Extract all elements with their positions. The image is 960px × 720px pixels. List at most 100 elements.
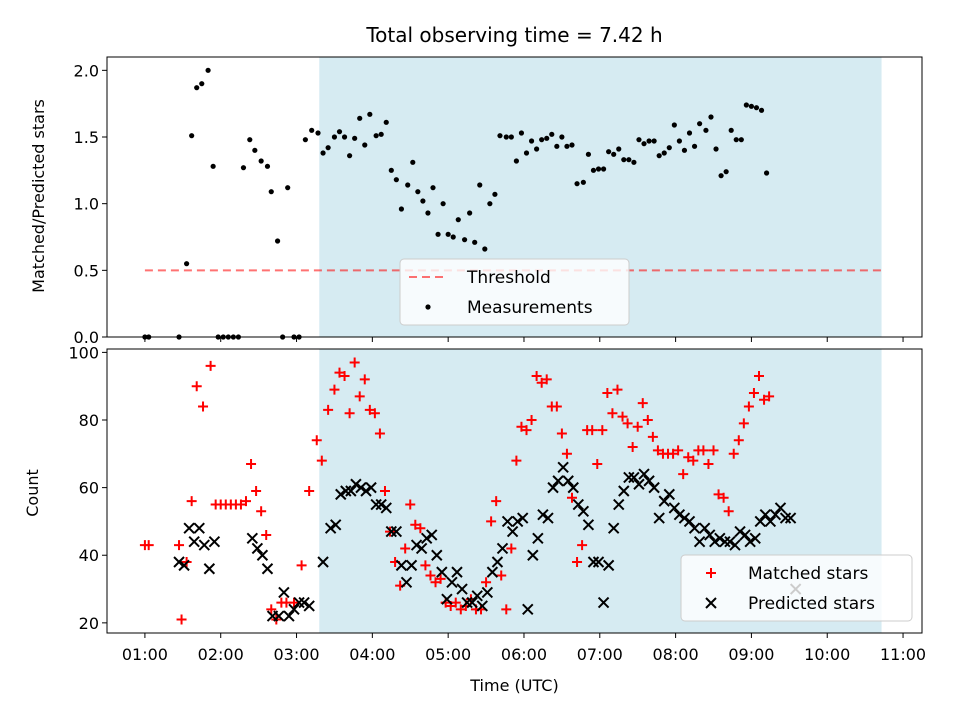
predicted-star-point [658,495,670,507]
predicted-star-point [208,536,221,548]
predicted-star-point [355,481,367,494]
matched-star-point [430,577,441,588]
matched-star-point [420,560,431,571]
measurement-point [455,217,461,223]
measurement-point [616,146,622,152]
matched-star-point [632,421,643,432]
counts-series [139,357,802,625]
measurement-point [205,67,211,73]
matched-star-point [506,543,517,554]
measurement-point [574,181,580,187]
measurement-point [320,150,326,156]
predicted-star-point [678,512,691,524]
predicted-star-point [683,515,696,528]
matched-star-point [521,425,532,436]
predicted-star-point [293,596,305,609]
matched-star-point [349,357,360,368]
predicted-star-point [547,481,559,494]
matched-star-point [501,604,512,615]
predicted-star-point [261,563,274,575]
bottom-y-axis: 20 40 60 80 100 [68,343,107,633]
x-tick-label: 03:00 [273,645,319,664]
matched-star-point [743,401,754,412]
predicted-star-point [415,542,428,555]
measurement-point [189,133,195,139]
predicted-star-point [729,539,741,551]
predicted-star-point [552,475,564,487]
x-tick-label: 10:00 [804,645,850,664]
matched-star-point [191,381,202,392]
measurement-point [723,169,729,175]
predicted-star-point [405,559,418,572]
matched-star-point [425,570,436,581]
measurement-point [681,147,688,153]
predicted-star-point [613,498,625,511]
x-tick-label: 11:00 [880,645,926,664]
matched-star-point [266,604,277,615]
measurement-point [528,138,535,144]
predicted-star-point [335,488,347,501]
predicted-star-point [607,522,620,534]
measurement-point [264,163,271,169]
predicted-star-point [517,512,529,524]
chart-title: Total observing time = 7.42 h [365,23,662,47]
measurement-point [523,150,530,156]
matched-star-point [334,367,345,378]
measurement-point [748,103,755,109]
matched-star-point [612,384,623,395]
x-tick-label: 07:00 [577,645,623,664]
matched-star-point [246,458,257,469]
y-tick-label: 40 [79,546,99,565]
y-tick-label: 0.5 [74,261,99,280]
predicted-star-point [709,536,721,548]
matched-star-point [572,557,583,567]
measurements-legend-swatch [425,304,431,310]
predicted-star-point [283,610,295,622]
matched-star-point [627,442,638,453]
measurement-point [210,163,216,169]
matched-star-point [176,614,187,625]
predicted-star-point [188,536,200,548]
bottom-y-axis-label: Count [23,469,42,517]
measurement-point [378,131,384,137]
matched-star-point [516,421,527,432]
legend-box [399,258,630,326]
predicted-star-point [643,475,655,487]
predicted-star-point [764,515,777,528]
matched-star-point [511,455,522,466]
predicted-star-point [663,488,675,501]
predicted-star-point [360,485,372,497]
top-legend: Threshold Measurements [399,258,630,326]
matched-star-point [754,371,764,382]
measurement-point [738,137,744,143]
matched-stars-group [139,357,775,625]
predicted-star-point [522,603,534,616]
matched-star-point [311,435,322,446]
predicted-star-point [370,498,382,511]
matched-star-point [708,445,719,456]
predicted-star-point [329,519,342,531]
predicted-star-point [178,559,190,572]
measurement-point [544,135,550,141]
y-tick-label: 1.5 [74,128,99,147]
measurement-point [477,182,483,188]
measurement-point [590,167,597,173]
matched-star-point [240,496,251,507]
measurement-point [636,137,642,143]
predicted-star-point [203,563,216,575]
predicted-star-point [698,522,711,534]
predicted-star-point [542,512,554,524]
measurement-point [487,201,493,207]
matched-star-point [617,411,628,422]
matched-star-point [556,428,567,439]
measurement-point [703,127,709,133]
predicted-star-point [582,519,595,531]
measurement-point [513,158,519,164]
measurement-point [482,246,488,252]
predicted-star-point [441,593,453,605]
predicted-stars-group [173,461,802,622]
predicted-star-point [273,610,285,622]
measurement-point [600,166,607,172]
measurement-point [240,165,247,171]
